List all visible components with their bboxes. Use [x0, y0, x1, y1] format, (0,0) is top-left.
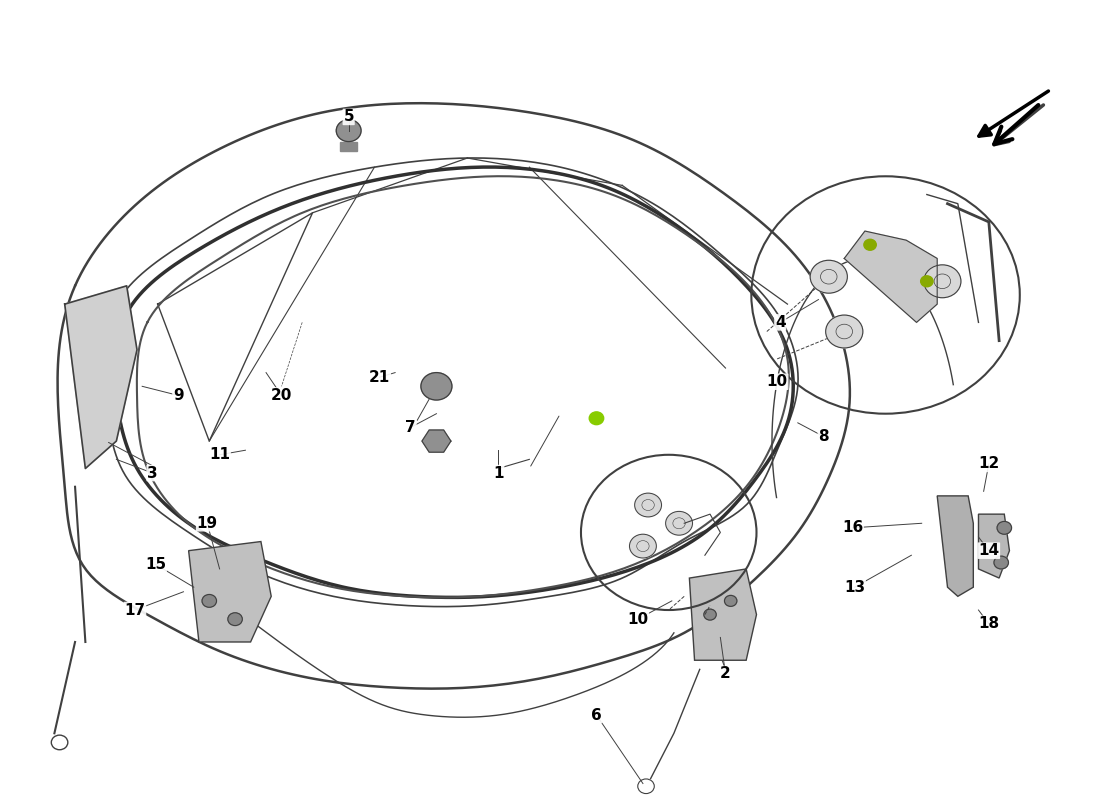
Text: 16: 16	[842, 520, 864, 535]
Circle shape	[826, 315, 862, 348]
Text: 2: 2	[720, 666, 730, 682]
Text: 14: 14	[978, 543, 1000, 558]
Text: 18: 18	[978, 616, 1000, 631]
Text: 11: 11	[209, 447, 230, 462]
Polygon shape	[979, 514, 1010, 578]
Circle shape	[811, 260, 847, 293]
Circle shape	[994, 556, 1009, 569]
Text: 10: 10	[767, 374, 788, 390]
Polygon shape	[690, 569, 757, 660]
Circle shape	[924, 265, 961, 298]
Text: 15: 15	[145, 557, 166, 572]
Text: 4: 4	[774, 315, 785, 330]
Polygon shape	[845, 231, 937, 322]
Circle shape	[590, 412, 604, 425]
Text: 5: 5	[343, 110, 354, 125]
Text: 6: 6	[591, 707, 602, 722]
Circle shape	[52, 735, 68, 750]
Circle shape	[202, 594, 217, 607]
Polygon shape	[422, 430, 451, 452]
Text: 10: 10	[627, 612, 648, 626]
Text: 12: 12	[978, 457, 1000, 471]
Circle shape	[421, 373, 452, 400]
Circle shape	[666, 511, 693, 535]
Circle shape	[638, 779, 654, 794]
Circle shape	[629, 534, 657, 558]
Polygon shape	[65, 286, 138, 469]
Circle shape	[864, 239, 877, 250]
Polygon shape	[188, 542, 272, 642]
Text: 19: 19	[197, 516, 218, 530]
Circle shape	[704, 609, 716, 620]
Text: 9: 9	[173, 388, 184, 403]
Circle shape	[921, 276, 933, 286]
Polygon shape	[937, 496, 974, 596]
Text: 20: 20	[271, 388, 293, 403]
Circle shape	[725, 595, 737, 606]
Text: 7: 7	[405, 420, 416, 435]
Circle shape	[228, 613, 242, 626]
Text: 8: 8	[818, 429, 829, 444]
Circle shape	[635, 493, 661, 517]
Text: 13: 13	[844, 580, 865, 594]
Circle shape	[997, 522, 1012, 534]
Text: 1: 1	[493, 466, 504, 481]
Text: 3: 3	[147, 466, 157, 481]
Text: 21: 21	[368, 370, 390, 385]
Text: 17: 17	[124, 602, 145, 618]
Bar	[340, 142, 356, 150]
Circle shape	[337, 120, 361, 142]
